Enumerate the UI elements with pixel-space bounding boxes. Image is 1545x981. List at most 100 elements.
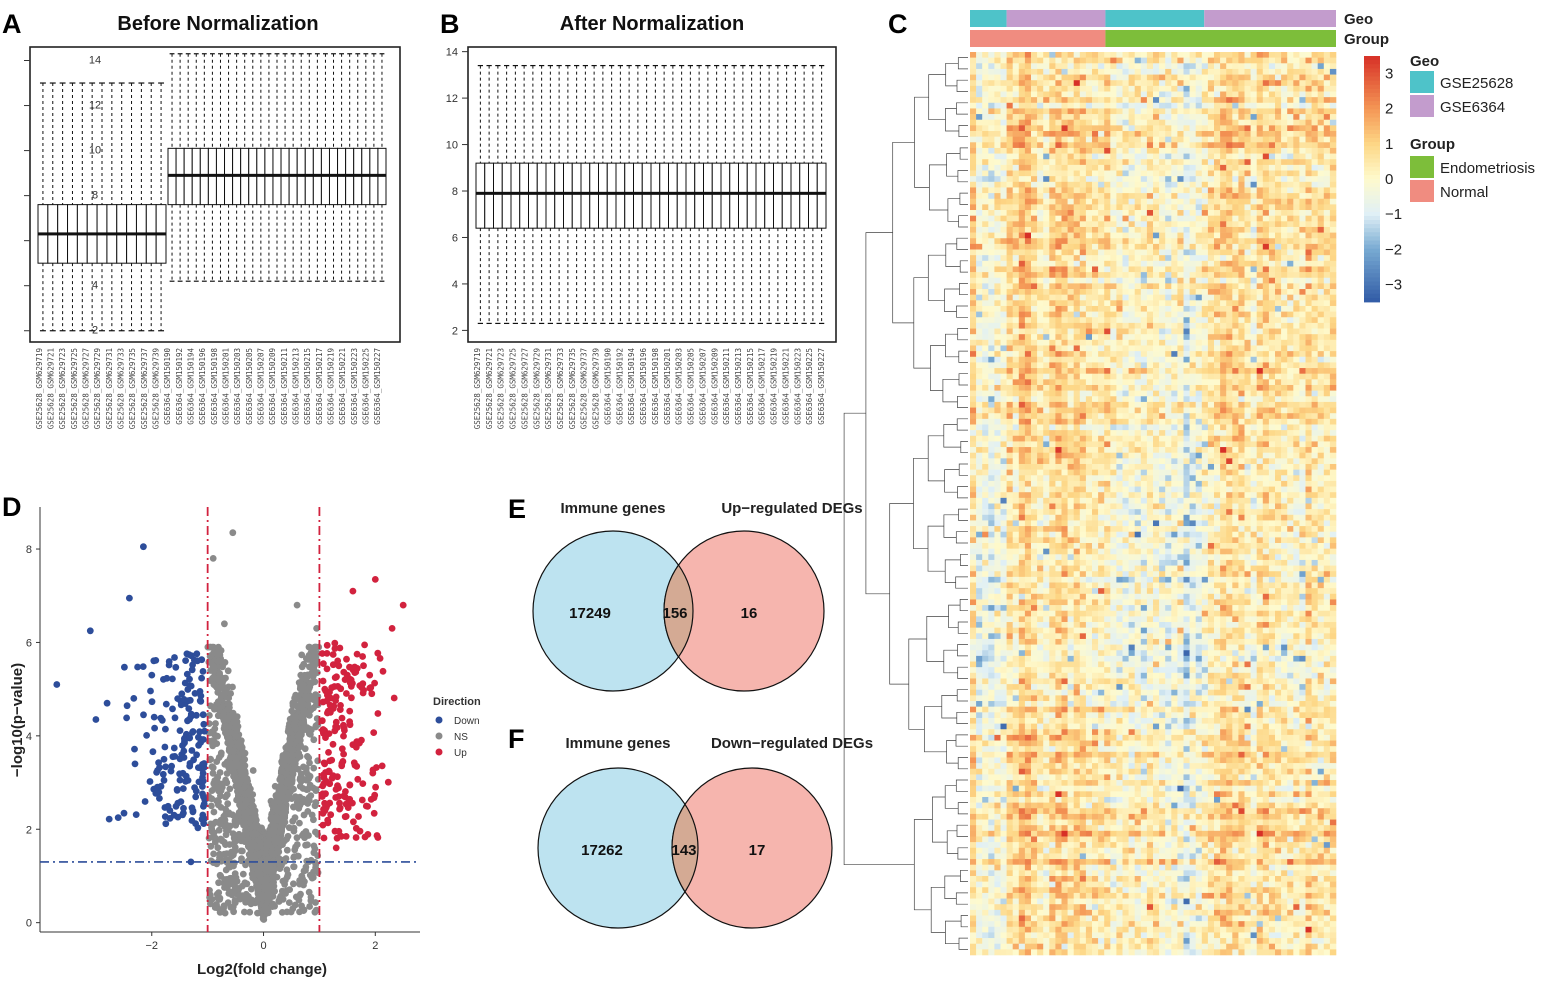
heatmap-cell bbox=[1226, 232, 1233, 239]
heatmap-cell bbox=[1232, 97, 1239, 104]
heatmap-cell bbox=[1299, 396, 1306, 403]
box-body bbox=[519, 162, 529, 229]
geo-annotation-bar bbox=[1204, 10, 1336, 27]
heatmap-cell bbox=[1250, 57, 1257, 64]
heatmap-row bbox=[970, 413, 1337, 420]
heatmap-cell bbox=[1092, 390, 1099, 397]
heatmap-cell bbox=[1177, 91, 1184, 98]
heatmap-cell bbox=[1140, 345, 1148, 352]
heatmap-cell bbox=[1000, 85, 1007, 92]
heatmap-cell bbox=[988, 368, 995, 374]
heatmap-cell bbox=[976, 362, 983, 369]
heatmap-cell bbox=[1104, 356, 1111, 363]
heatmap-cell bbox=[1317, 277, 1325, 284]
heatmap-cell bbox=[1006, 447, 1013, 453]
heatmap-cell bbox=[970, 164, 977, 171]
heatmap-cell bbox=[970, 294, 977, 301]
heatmap-cell bbox=[1183, 80, 1190, 87]
heatmap-cell bbox=[1031, 210, 1038, 216]
heatmap-cell bbox=[1061, 401, 1068, 408]
heatmap-cell bbox=[1061, 390, 1068, 397]
heatmap-cell bbox=[1177, 289, 1184, 295]
heatmap-cell bbox=[1098, 452, 1105, 459]
heatmap-row bbox=[970, 57, 1337, 64]
heatmap-cell bbox=[1043, 339, 1050, 346]
heatmap-cell bbox=[1195, 136, 1203, 143]
heatmap-cell bbox=[1207, 322, 1215, 329]
heatmap-cell bbox=[1214, 226, 1221, 233]
heatmap-cell bbox=[1043, 243, 1050, 250]
heatmap-cell bbox=[1256, 147, 1264, 154]
heatmap-cell bbox=[1195, 74, 1203, 81]
heatmap-cell bbox=[1104, 362, 1111, 369]
heatmap-cell bbox=[1329, 52, 1337, 58]
heatmap-cell bbox=[1177, 407, 1184, 414]
heatmap-cell bbox=[1055, 114, 1062, 121]
heatmap-cell bbox=[1305, 418, 1312, 425]
heatmap-cell bbox=[1171, 153, 1178, 160]
heatmap-cell bbox=[1201, 345, 1209, 352]
heatmap-cell bbox=[1268, 142, 1276, 149]
heatmap-cell bbox=[1305, 373, 1312, 380]
heatmap-row bbox=[970, 249, 1337, 256]
heatmap-cell bbox=[1305, 63, 1312, 70]
heatmap-cell bbox=[1256, 328, 1264, 335]
heatmap-cell bbox=[1232, 283, 1239, 290]
heatmap-cell bbox=[1153, 272, 1160, 279]
heatmap-cell bbox=[1159, 435, 1166, 442]
heatmap-cell bbox=[970, 80, 977, 87]
heatmap-cell bbox=[1226, 131, 1233, 137]
heatmap-cell bbox=[1146, 260, 1154, 267]
heatmap-cell bbox=[1232, 294, 1239, 301]
heatmap-cell bbox=[1238, 63, 1245, 70]
heatmap-cell bbox=[1232, 136, 1239, 143]
heatmap-cell bbox=[1031, 102, 1038, 109]
heatmap-cell bbox=[1281, 277, 1288, 284]
heatmap-cell bbox=[1049, 226, 1056, 233]
heatmap-cell bbox=[976, 176, 983, 183]
heatmap-cell bbox=[1317, 97, 1325, 104]
heatmap-cell bbox=[1073, 63, 1081, 70]
heatmap-cell bbox=[1055, 153, 1062, 160]
heatmap-cell bbox=[1256, 362, 1264, 369]
heatmap-cell bbox=[1323, 243, 1331, 250]
heatmap-cell bbox=[1268, 362, 1276, 369]
heatmap-cell bbox=[1061, 305, 1068, 312]
heatmap-cell bbox=[1262, 339, 1270, 346]
heatmap-cell bbox=[1311, 176, 1318, 183]
heatmap-cell bbox=[1110, 430, 1117, 437]
heatmap-cell bbox=[1024, 418, 1032, 425]
heatmap-cell bbox=[1140, 170, 1148, 177]
heatmap-cell bbox=[1067, 260, 1074, 267]
heatmap-cell bbox=[1262, 97, 1270, 104]
heatmap-cell bbox=[1006, 249, 1013, 256]
heatmap-cell bbox=[1189, 356, 1196, 363]
heatmap-cell bbox=[1140, 74, 1148, 81]
heatmap-cell bbox=[1189, 305, 1196, 312]
heatmap-cell bbox=[1031, 356, 1038, 363]
heatmap-cell bbox=[1031, 68, 1038, 75]
heatmap-cell bbox=[1244, 68, 1251, 75]
heatmap-cell bbox=[1183, 373, 1190, 380]
heatmap-cell bbox=[1085, 373, 1093, 380]
heatmap-cell bbox=[1305, 91, 1312, 98]
heatmap-cell bbox=[1244, 379, 1251, 386]
heatmap-cell bbox=[1134, 74, 1142, 81]
heatmap-cell bbox=[1012, 379, 1020, 386]
heatmap-cell bbox=[1061, 187, 1068, 194]
heatmap-cell bbox=[994, 80, 1001, 87]
heatmap-row bbox=[970, 283, 1337, 290]
heatmap-cell bbox=[1171, 52, 1178, 58]
heatmap-cell bbox=[1159, 74, 1166, 81]
heatmap-cell bbox=[1122, 125, 1129, 132]
heatmap-cell bbox=[1232, 362, 1239, 369]
heatmap-cell bbox=[1299, 63, 1306, 70]
heatmap-cell bbox=[994, 215, 1001, 222]
heatmap-cell bbox=[1256, 289, 1264, 295]
heatmap-cell bbox=[1238, 91, 1245, 98]
heatmap-cell bbox=[1018, 232, 1026, 239]
heatmap-cell bbox=[1238, 351, 1245, 358]
heatmap-cell bbox=[1317, 345, 1325, 352]
heatmap-cell bbox=[1049, 170, 1056, 177]
heatmap-cell bbox=[1098, 142, 1105, 149]
